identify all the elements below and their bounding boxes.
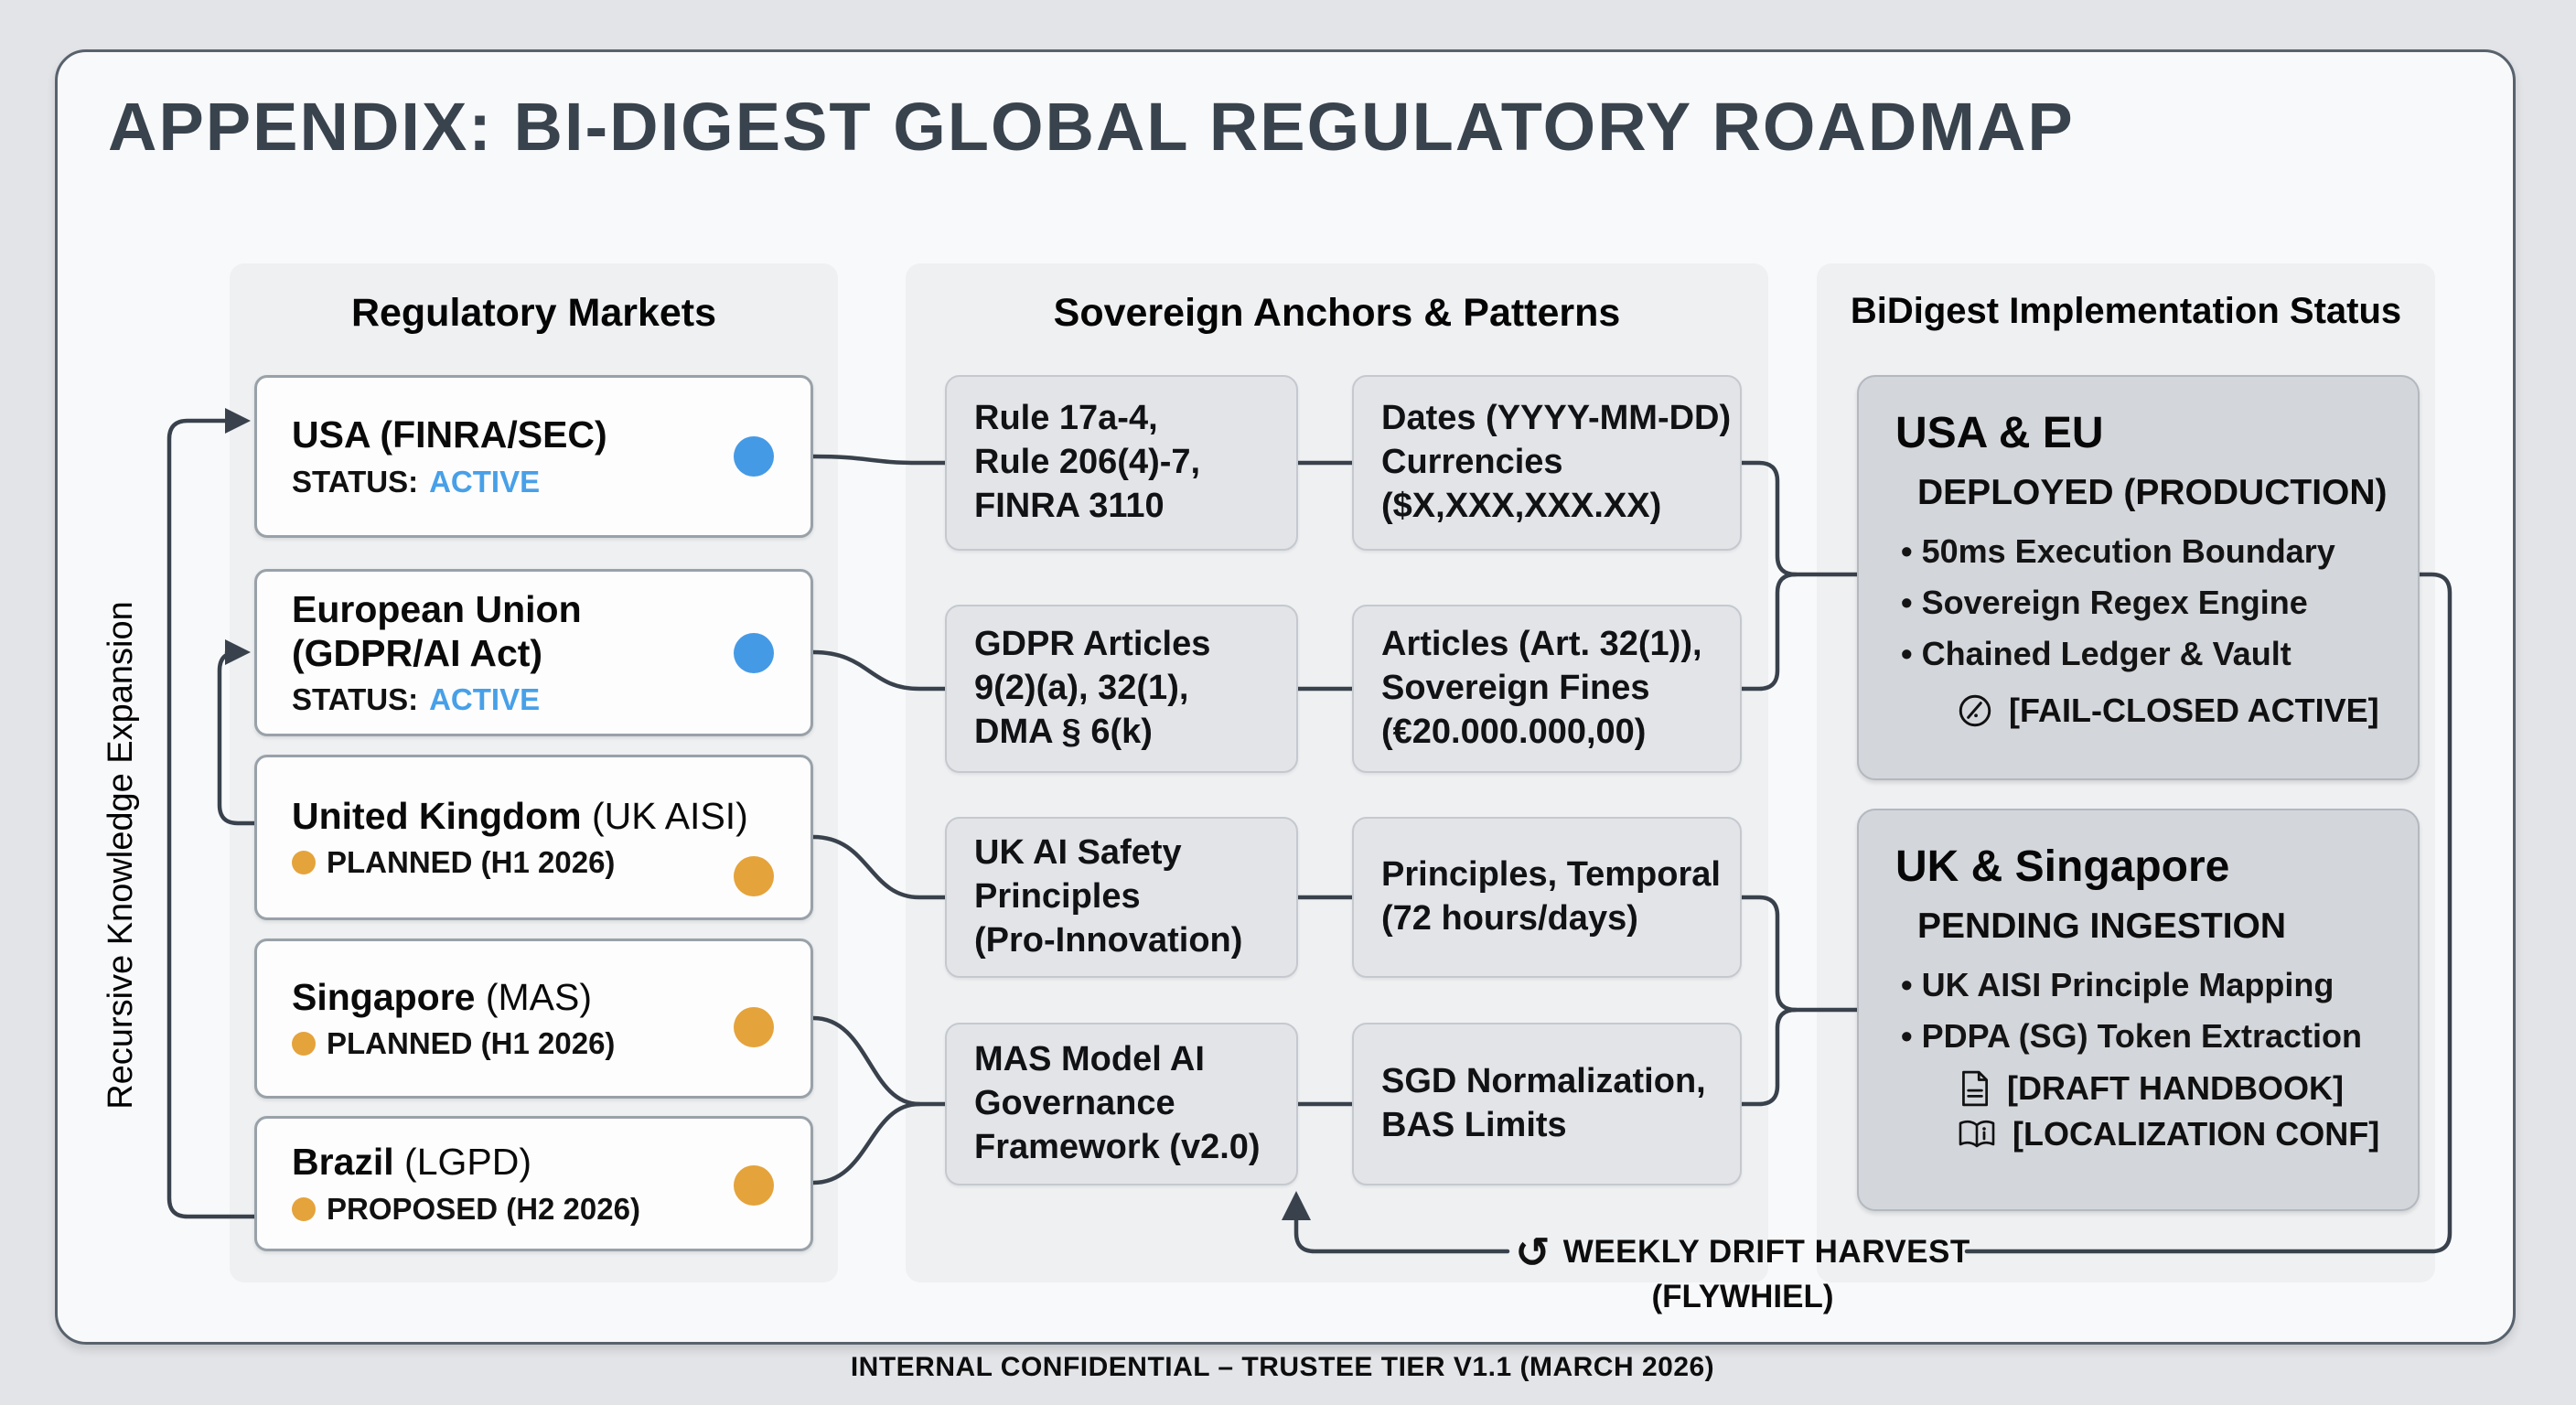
markets-header: Regulatory Markets	[350, 291, 717, 335]
flywheel-line1: WEEKLY DRIFT HARVEST	[1562, 1234, 1970, 1270]
market-title: European Union (GDPR/AI Act)	[292, 588, 582, 674]
status-dot-amber	[734, 856, 774, 896]
status-line: STATUS: ACTIVE	[292, 465, 810, 499]
pattern-box-uk: Principles, Temporal (72 hours/days)	[1352, 817, 1742, 978]
implementation-header: BiDigest Implementation Status	[1850, 291, 2402, 331]
flywheel-line2: (FLYWHIEL)	[1651, 1279, 1834, 1314]
badge-text: [FAIL-CLOSED ACTIVE]	[2009, 692, 2379, 730]
status-dot-blue	[734, 436, 774, 477]
impl-bullet-list: 50ms Execution Boundary Sovereign Regex …	[1895, 526, 2392, 679]
impl-bullet: Sovereign Regex Engine	[1901, 577, 2392, 628]
page-title: APPENDIX: BI-DIGEST GLOBAL REGULATORY RO…	[108, 89, 2075, 165]
impl-bullet: PDPA (SG) Token Extraction	[1901, 1011, 2392, 1062]
impl-bullet: Chained Ledger & Vault	[1901, 628, 2392, 680]
document-icon	[1962, 1070, 1989, 1106]
plan-bullet-dot	[292, 851, 316, 875]
weekly-drift-harvest-label: ↺ WEEKLY DRIFT HARVEST	[1509, 1224, 1976, 1281]
plan-line: PLANNED (H1 2026)	[292, 845, 810, 880]
recursive-expansion-label: Recursive Knowledge Expansion	[102, 601, 140, 1110]
impl-card-title: USA & EU	[1895, 409, 2104, 457]
plan-line: PROPOSED (H2 2026)	[292, 1192, 810, 1227]
market-title-line2: (GDPR/AI Act)	[292, 631, 543, 674]
plan-bullet-dot	[292, 1196, 316, 1221]
anchor-box-eu: GDPR Articles 9(2)(a), 32(1), DMA § 6(k)	[945, 605, 1298, 773]
open-book-icon	[1959, 1120, 1995, 1147]
impl-card-usa-eu: USA & EU DEPLOYED (PRODUCTION) 50ms Exec…	[1857, 375, 2420, 780]
counterclockwise-arrow-icon: ↺	[1515, 1228, 1551, 1277]
market-title: United Kingdom (UK AISI)	[292, 794, 748, 837]
status-value: ACTIVE	[429, 464, 541, 499]
fail-closed-icon	[1959, 695, 1991, 727]
localization-conf-badge: [LOCALIZATION CONF]	[1956, 1115, 2392, 1153]
market-title: USA (FINRA/SEC)	[292, 413, 607, 456]
market-title: Brazil (LGPD)	[292, 1141, 532, 1184]
status-dot-amber	[734, 1165, 774, 1206]
status-prefix: STATUS:	[292, 464, 419, 499]
plan-line: PLANNED (H1 2026)	[292, 1026, 810, 1061]
market-box-eu: European Union (GDPR/AI Act) STATUS: ACT…	[254, 569, 813, 736]
impl-card-subtitle: DEPLOYED (PRODUCTION)	[1917, 473, 2388, 512]
impl-bullet: 50ms Execution Boundary	[1901, 526, 2392, 577]
badge-text: [LOCALIZATION CONF]	[2012, 1114, 2380, 1153]
impl-bullet-list: UK AISI Principle Mapping PDPA (SG) Toke…	[1895, 960, 2392, 1062]
plan-text: PLANNED (H1 2026)	[327, 845, 616, 880]
impl-card-subtitle: PENDING INGESTION	[1917, 906, 2287, 946]
status-dot-amber	[734, 1007, 774, 1047]
status-dot-blue	[734, 632, 774, 673]
market-box-usa: USA (FINRA/SEC) STATUS: ACTIVE	[254, 375, 813, 538]
badge-text: [DRAFT HANDBOOK]	[2007, 1068, 2344, 1107]
market-box-brazil: Brazil (LGPD) PROPOSED (H2 2026)	[254, 1116, 813, 1251]
pattern-box-sgd: SGD Normalization, BAS Limits	[1352, 1023, 1742, 1185]
anchor-box-uk: UK AI Safety Principles (Pro-Innovation)	[945, 817, 1298, 978]
impl-bullet: UK AISI Principle Mapping	[1901, 960, 2392, 1011]
pattern-box-eu: Articles (Art. 32(1)), Sovereign Fines (…	[1352, 605, 1742, 773]
market-title: Singapore (MAS)	[292, 975, 593, 1018]
plan-text: PROPOSED (H2 2026)	[327, 1191, 640, 1226]
fail-closed-badge: [FAIL-CLOSED ACTIVE]	[1956, 692, 2392, 730]
plan-bullet-dot	[292, 1032, 316, 1056]
draft-handbook-badge: [DRAFT HANDBOOK]	[1956, 1069, 2392, 1108]
anchor-box-usa: Rule 17a-4, Rule 206(4)-7, FINRA 3110	[945, 375, 1298, 551]
market-box-uk: United Kingdom (UK AISI) PLANNED (H1 202…	[254, 755, 813, 920]
status-line: STATUS: ACTIVE	[292, 682, 810, 717]
impl-card-title: UK & Singapore	[1895, 842, 2230, 891]
plan-text: PLANNED (H1 2026)	[327, 1026, 616, 1061]
confidentiality-footer: INTERNAL CONFIDENTIAL – TRUSTEE TIER V1.…	[850, 1352, 1715, 1382]
impl-card-uk-singapore: UK & Singapore PENDING INGESTION UK AISI…	[1857, 809, 2420, 1211]
pattern-box-usa: Dates (YYYY-MM-DD) Currencies ($X,XXX,XX…	[1352, 375, 1742, 551]
anchor-box-mas: MAS Model AI Governance Framework (v2.0)	[945, 1023, 1298, 1185]
anchors-header: Sovereign Anchors & Patterns	[1053, 291, 1621, 335]
status-prefix: STATUS:	[292, 681, 419, 716]
market-box-singapore: Singapore (MAS) PLANNED (H1 2026)	[254, 938, 813, 1099]
status-value: ACTIVE	[429, 681, 541, 716]
